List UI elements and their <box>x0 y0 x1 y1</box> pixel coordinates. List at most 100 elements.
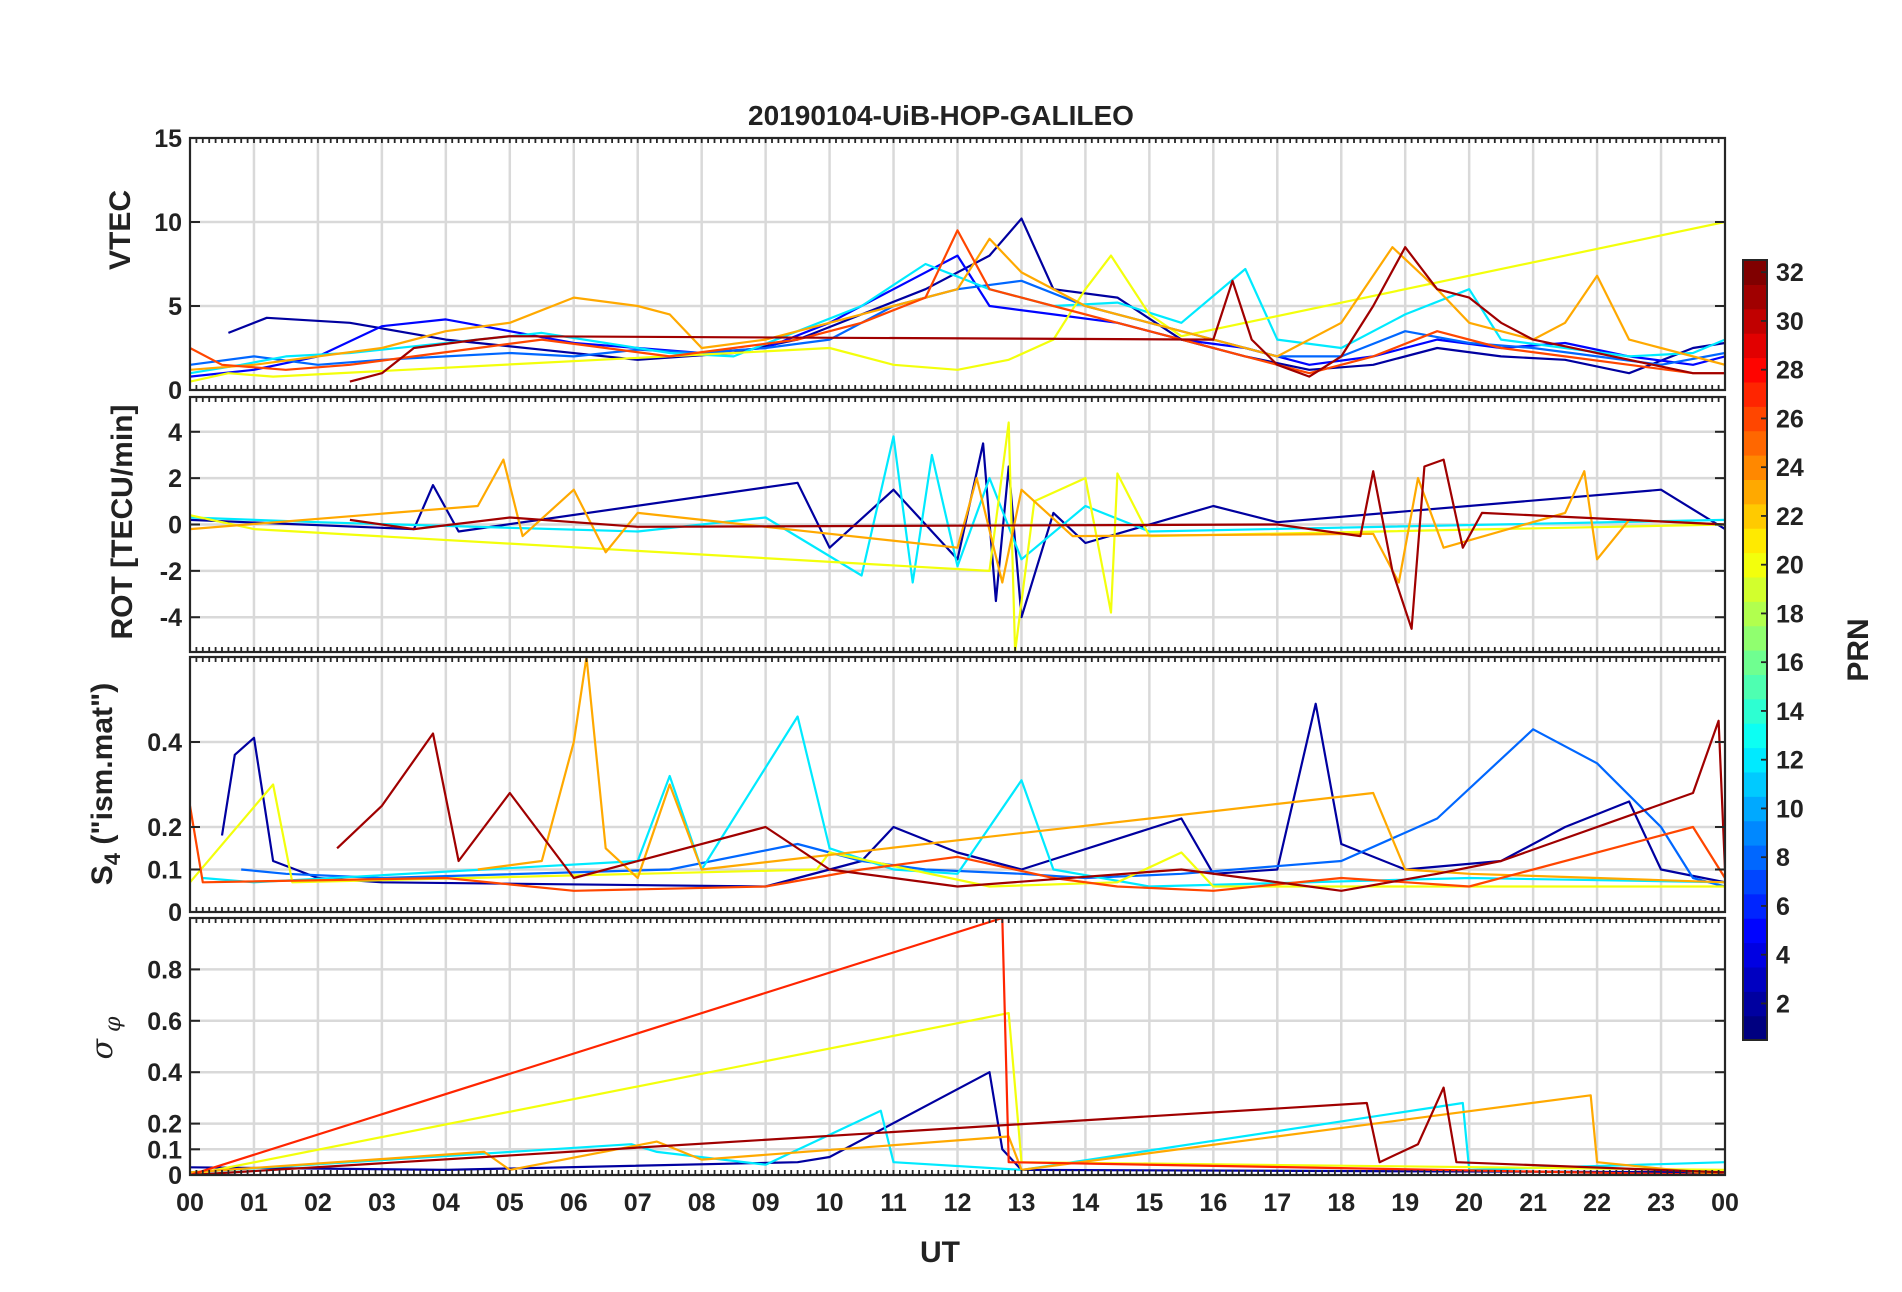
y-tick-label: 0.2 <box>147 814 182 842</box>
colorbar-tick-label: 8 <box>1776 844 1790 872</box>
colorbar-band <box>1743 918 1767 944</box>
grid-vtec <box>190 138 1725 390</box>
colorbar-band <box>1743 820 1767 846</box>
series-line-prn-31 <box>349 458 1725 630</box>
colorbar-band <box>1743 771 1767 797</box>
colorbar-tick-label: 18 <box>1776 600 1804 628</box>
colorbar-tick-label: 4 <box>1776 942 1790 970</box>
x-tick-label: 03 <box>368 1189 396 1217</box>
x-tick-label: 10 <box>816 1189 844 1217</box>
y-axis-label-vtec: VTEC <box>104 190 137 270</box>
x-tick-label: 06 <box>560 1189 588 1217</box>
colorbar-tick-label: 10 <box>1776 795 1804 823</box>
y-tick-label: 0.1 <box>147 857 182 885</box>
series-line-prn-12 <box>190 435 1725 584</box>
panel-s4: 0 0.1 0.2 0.4 S4 ("ism.mat") <box>86 655 1727 927</box>
series-line-prn-2 <box>220 702 1725 888</box>
x-tick-label: 18 <box>1327 1189 1355 1217</box>
colorbar-band <box>1743 333 1767 359</box>
colorbar-tick-label: 16 <box>1776 649 1804 677</box>
x-tick-label: 02 <box>304 1189 332 1217</box>
x-tick-label: 00 <box>1711 1189 1739 1217</box>
x-tick-label: 23 <box>1647 1189 1675 1217</box>
x-tick-label: 01 <box>240 1189 268 1217</box>
colorbar-tick-label: 32 <box>1776 259 1804 287</box>
y-tick-label: 4 <box>168 419 182 447</box>
axes-frame-sigma_phi <box>188 916 1727 1177</box>
chart-title: 20190104-UiB-HOP-GALILEO <box>748 100 1134 131</box>
y-tick-label: 0 <box>168 377 182 405</box>
colorbar-band <box>1743 869 1767 895</box>
series-line-prn-8 <box>241 728 1725 888</box>
y-tick-label: 0.2 <box>147 1111 182 1139</box>
colorbar-band <box>1743 625 1767 651</box>
colorbar-tick-label: 26 <box>1776 405 1804 433</box>
y-tick-label: -2 <box>160 558 182 586</box>
colorbar-band <box>1743 284 1767 310</box>
x-tick-label: 04 <box>432 1189 460 1217</box>
x-tick-label: 07 <box>624 1189 652 1217</box>
colorbar-label: PRN <box>1842 618 1875 681</box>
x-tick-label: 05 <box>496 1189 524 1217</box>
x-tick-label: 22 <box>1583 1189 1611 1217</box>
colorbar-tick-label: 22 <box>1776 503 1804 531</box>
y-axis-label-s4: S4 ("ism.mat") <box>86 683 125 885</box>
colorbar-tick-label: 6 <box>1776 893 1790 921</box>
series-line-prn-23 <box>190 1094 1725 1175</box>
y-tick-label: 0.4 <box>147 1059 182 1087</box>
x-tick-label: 12 <box>944 1189 972 1217</box>
grid-sigma_phi <box>190 918 1725 1175</box>
series-line-prn-20 <box>190 783 1725 888</box>
y-tick-label: 0 <box>168 899 182 927</box>
x-tick-label: 21 <box>1519 1189 1547 1217</box>
axes-frame-vtec <box>188 136 1727 392</box>
colorbar-tick-label: 12 <box>1776 747 1804 775</box>
series-line-prn-5 <box>190 254 1725 378</box>
panel-vtec: 0 5 10 15 VTEC <box>104 125 1727 405</box>
colorbar-frame <box>1742 259 1768 1041</box>
colorbar-band <box>1743 381 1767 407</box>
y-axis-label-sigma_phi: σ φ <box>85 1016 126 1059</box>
x-axis-label: UT <box>920 1236 960 1269</box>
colorbar-band <box>1743 479 1767 505</box>
series-line-prn-31 <box>190 1086 1725 1175</box>
y-tick-label: 0.8 <box>147 956 182 984</box>
y-tick-label: 10 <box>154 209 182 237</box>
y-tick-label: -4 <box>160 604 182 632</box>
series-line-prn-27 <box>190 918 1725 1175</box>
panel-rot: -4 -2 0 2 4 ROT [TECU/min] <box>106 395 1727 654</box>
panel-sigma_phi: 00.10.2 0.4 0.6 0.8 σ φ <box>85 916 1727 1190</box>
y-tick-label: 0 <box>168 512 182 540</box>
series-group-vtec <box>190 217 1725 383</box>
series-line-prn-20 <box>190 220 1725 383</box>
colorbar-band <box>1743 674 1767 700</box>
series-line-prn-26 <box>190 805 1725 892</box>
colorbar-band <box>1743 430 1767 456</box>
x-tick-label: 20 <box>1455 1189 1483 1217</box>
x-tick-label: 17 <box>1263 1189 1291 1217</box>
y-tick-label: 0.1 <box>147 1136 182 1164</box>
series-line-prn-23 <box>190 237 1725 371</box>
y-tick-label: 15 <box>154 125 182 153</box>
x-tick-labels: 00 01 02 03 04 05 06 07 08 09 10 11 12 13 14 15 16 17 18 19… <box>176 1189 1739 1217</box>
colorbar-tick-label: 30 <box>1776 308 1804 336</box>
series-line-prn-23 <box>477 657 1725 884</box>
x-tick-label: 13 <box>1008 1189 1036 1217</box>
colorbar-band <box>1743 1015 1767 1041</box>
x-tick-label: 08 <box>688 1189 716 1217</box>
x-tick-label: 11 <box>880 1189 907 1217</box>
colorbar-tick-label: 2 <box>1776 990 1790 1018</box>
series-line-prn-2 <box>190 1071 1725 1174</box>
axes-frame-rot <box>188 395 1727 654</box>
x-tick-label: 00 <box>176 1189 204 1217</box>
colorbar-tick-label: 20 <box>1776 552 1804 580</box>
x-tick-label: 15 <box>1135 1189 1163 1217</box>
colorbar-band <box>1743 723 1767 749</box>
colorbar-tick-label: 24 <box>1776 454 1804 482</box>
axes-frame-s4 <box>188 655 1727 914</box>
series-line-prn-31 <box>349 246 1725 383</box>
y-tick-label: 0 <box>168 1162 182 1190</box>
series-line-prn-31 <box>336 719 1725 892</box>
colorbar-band <box>1743 528 1767 554</box>
